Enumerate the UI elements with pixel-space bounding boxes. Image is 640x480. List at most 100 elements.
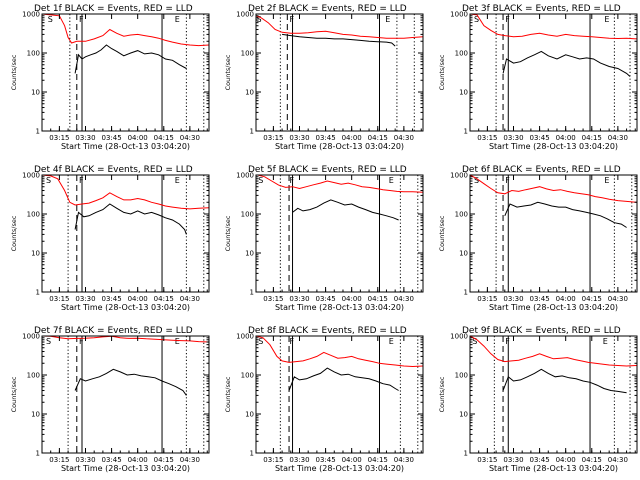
x-tick-label: 04:30 — [608, 295, 628, 303]
lld-series-line — [255, 335, 424, 368]
x-tick-label: 04:15 — [582, 295, 602, 303]
y-tick-label: 10 — [245, 89, 254, 97]
y-axis-label: Counts/sec — [224, 54, 232, 90]
y-tick-label: 100 — [455, 50, 468, 58]
y-axis-label: Counts/sec — [10, 376, 18, 412]
x-axis-label: Start Time (28-Oct-13 03:04:20) — [275, 142, 404, 151]
x-axis-label: Start Time (28-Oct-13 03:04:20) — [275, 303, 404, 312]
y-tick-label: 10 — [31, 89, 40, 97]
x-tick-label: 03:15 — [263, 134, 283, 142]
y-tick-label: 1000 — [236, 11, 254, 19]
x-tick-label: 03:30 — [75, 295, 95, 303]
x-tick-label: 04:15 — [582, 134, 602, 142]
events-series-line — [502, 368, 627, 394]
panel-title: Det 3f BLACK = Events, RED = LLD — [462, 4, 621, 14]
y-axis-label: Counts/sec — [438, 376, 446, 412]
y-tick-label: 1 — [464, 289, 468, 297]
x-tick-label: 04:00 — [556, 456, 576, 464]
marker-e-label: E — [604, 15, 609, 24]
lld-series-line — [469, 13, 638, 40]
x-axis-label: Start Time (28-Oct-13 03:04:20) — [275, 464, 404, 473]
panel-title: Det 6f BLACK = Events, RED = LLD — [462, 165, 621, 175]
x-tick-label: 04:00 — [128, 295, 148, 303]
marker-f-label: F — [79, 337, 84, 346]
y-tick-label: 10 — [459, 411, 468, 419]
x-tick-label: 04:30 — [394, 134, 414, 142]
y-tick-label: 1 — [36, 450, 40, 458]
x-tick-label: 04:00 — [342, 134, 362, 142]
x-tick-label: 03:15 — [263, 456, 283, 464]
x-tick-label: 03:30 — [75, 456, 95, 464]
x-tick-label: 04:30 — [394, 456, 414, 464]
x-tick-label: 03:15 — [263, 295, 283, 303]
x-tick-label: 03:30 — [289, 456, 309, 464]
marker-f-label: F — [505, 337, 510, 346]
x-tick-label: 04:15 — [368, 456, 388, 464]
y-tick-label: 1 — [250, 128, 254, 136]
x-axis-label: Start Time (28-Oct-13 03:04:20) — [489, 142, 618, 151]
x-tick-label: 04:30 — [180, 456, 200, 464]
marker-s-label: S — [48, 15, 53, 24]
y-tick-label: 10 — [31, 411, 40, 419]
marker-s-label: S — [258, 337, 263, 346]
plot-frame — [255, 174, 424, 293]
x-axis-label: Start Time (28-Oct-13 03:04:20) — [61, 303, 190, 312]
x-tick-label: 03:45 — [315, 456, 335, 464]
x-tick-label: 04:30 — [608, 456, 628, 464]
x-tick-label: 03:45 — [529, 134, 549, 142]
x-tick-label: 03:15 — [477, 134, 497, 142]
events-series-line — [74, 203, 187, 235]
y-tick-label: 100 — [27, 211, 40, 219]
y-tick-label: 100 — [241, 211, 254, 219]
y-tick-label: 100 — [27, 50, 40, 58]
panel-title: Det 5f BLACK = Events, RED = LLD — [248, 165, 407, 175]
marker-s-label: S — [258, 176, 263, 185]
x-tick-label: 03:15 — [477, 456, 497, 464]
marker-e-label: E — [389, 337, 394, 346]
y-tick-label: 1000 — [22, 11, 40, 19]
marker-s-label: S — [256, 15, 261, 24]
lld-series-line — [257, 174, 424, 193]
x-tick-label: 03:45 — [315, 134, 335, 142]
lld-series-line — [41, 174, 210, 210]
plot-frame — [469, 13, 638, 132]
x-tick-label: 03:45 — [529, 295, 549, 303]
x-tick-label: 04:00 — [128, 456, 148, 464]
x-tick-label: 03:30 — [289, 134, 309, 142]
plot-frame — [41, 13, 210, 132]
events-series-line — [74, 368, 187, 396]
y-tick-label: 1000 — [22, 172, 40, 180]
lld-series-line — [469, 174, 638, 203]
x-tick-label: 03:15 — [477, 295, 497, 303]
events-series-line — [502, 50, 631, 77]
x-tick-label: 04:15 — [154, 456, 174, 464]
y-tick-label: 1 — [464, 450, 468, 458]
plot-frame — [469, 335, 638, 454]
x-axis-label: Start Time (28-Oct-13 03:04:20) — [61, 142, 190, 151]
lld-series-line — [41, 13, 210, 47]
x-tick-label: 04:15 — [582, 456, 602, 464]
y-tick-label: 1 — [250, 450, 254, 458]
x-axis-label: Start Time (28-Oct-13 03:04:20) — [61, 464, 190, 473]
x-tick-label: 04:00 — [342, 295, 362, 303]
panel-title: Det 2f BLACK = Events, RED = LLD — [248, 4, 407, 14]
x-tick-label: 03:15 — [49, 456, 69, 464]
panel-title: Det 9f BLACK = Events, RED = LLD — [462, 326, 621, 336]
events-series-line — [282, 33, 396, 47]
marker-e-label: E — [175, 15, 180, 24]
x-axis-label: Start Time (28-Oct-13 03:04:20) — [489, 303, 618, 312]
x-tick-label: 03:45 — [101, 456, 121, 464]
marker-e-label: E — [603, 337, 608, 346]
y-tick-label: 100 — [241, 372, 254, 380]
x-tick-label: 04:30 — [180, 295, 200, 303]
x-tick-label: 04:30 — [180, 134, 200, 142]
x-tick-label: 04:30 — [608, 134, 628, 142]
x-tick-label: 03:30 — [503, 134, 523, 142]
